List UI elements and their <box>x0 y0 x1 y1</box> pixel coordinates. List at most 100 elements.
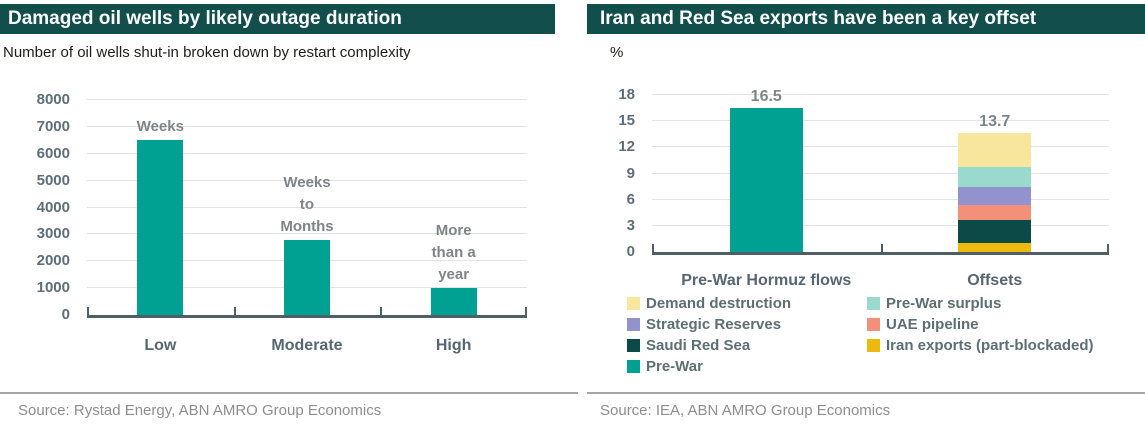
bar-total-label: 13.7 <box>979 112 1011 130</box>
legend-item-saudi-red-sea: Saudi Red Sea <box>627 336 750 354</box>
y-axis-tick-label: 8000 <box>36 91 70 108</box>
bar-segment-pre-war <box>729 108 803 252</box>
right-chart-legend: Demand destruction Strategic Reserves Saud… <box>587 0 1145 429</box>
left-chart-title: Damaged oil wells by likely outage durat… <box>8 8 402 29</box>
bar-segment-demand-destruction <box>958 132 1032 167</box>
bar-annotation-line: Months <box>280 217 334 235</box>
bar-total-label: 16.5 <box>750 88 782 106</box>
bar-annotation-line: Weeks <box>136 118 184 136</box>
y-axis-tick-label: 6 <box>626 190 635 208</box>
right-chart-canvas: 0 3 6 9 12 15 18 Pre-War Hormuz flows Offsets 16.… <box>587 0 1145 429</box>
y-axis-tick-label: 1000 <box>36 279 70 297</box>
right-chart-unit-label: % <box>610 44 624 61</box>
legend-label: Strategic Reserves <box>646 315 782 333</box>
y-axis-tick-label: 15 <box>618 112 635 130</box>
legend-swatch-demand-destruction <box>627 296 640 310</box>
bar-segment-strategic-reserves <box>958 186 1032 205</box>
x-axis-tick <box>1107 244 1109 252</box>
left-chart-subtitle: Number of oil wells shut-in broken down … <box>3 44 411 61</box>
left-footer-divider <box>0 392 578 394</box>
bar-annotation-moderate: Weeks to Months <box>232 172 382 238</box>
gridline <box>652 172 1109 174</box>
x-axis-tick <box>652 244 654 252</box>
legend-swatch-strategic-reserves <box>627 317 640 331</box>
legend-item-pre-war: Pre-War <box>627 357 703 375</box>
y-axis-tick-label: 0 <box>61 306 70 323</box>
gridline <box>87 99 527 100</box>
x-axis-tick <box>233 307 236 315</box>
x-axis-tick <box>87 307 89 315</box>
left-chart-canvas: 0 1000 2000 3000 4000 5000 6000 7000 8000 Low Mode… <box>36 91 529 354</box>
y-axis-tick-label: 2000 <box>36 252 70 270</box>
y-axis-tick-label: 18 <box>618 86 635 103</box>
bar-annotation-low: Weeks <box>85 116 235 138</box>
bar-annotation-line: than a <box>431 244 476 262</box>
y-axis-tick-label: 3 <box>626 216 635 234</box>
y-axis-tick-label: 5000 <box>36 171 70 189</box>
gridline <box>87 125 527 127</box>
gridline <box>652 198 1109 200</box>
x-axis-category-label: Offsets <box>967 272 1023 289</box>
right-chart-source: Source: IEA, ABN AMRO Group Economics <box>600 402 891 419</box>
x-axis-line <box>652 252 1109 255</box>
gridline <box>652 224 1109 226</box>
x-axis-tick <box>380 307 383 315</box>
bar-segment-pre-war-surplus <box>958 166 1032 187</box>
y-axis-tick-label: 7000 <box>36 117 70 135</box>
right-chart-title-bar: Iran and Red Sea exports have been a key… <box>587 4 1145 34</box>
bar-annotation-line: More <box>435 222 472 240</box>
legend-item-pre-war-surplus: Pre-War surplus <box>867 294 1001 312</box>
bar-annotation-line: Weeks <box>283 173 331 191</box>
legend-item-uae-pipeline: UAE pipeline <box>867 315 979 333</box>
y-axis-tick-label: 6000 <box>36 144 70 162</box>
x-axis-tick <box>525 307 527 315</box>
gridline <box>87 179 527 181</box>
legend-label: Pre-War <box>646 357 703 375</box>
legend-item-strategic-reserves: Strategic Reserves <box>627 315 781 333</box>
gridline <box>87 233 527 235</box>
legend-label: UAE pipeline <box>886 315 979 333</box>
bar-segment-iran-exports-part-blockaded <box>958 243 1032 252</box>
legend-label: Pre-War surplus <box>886 294 1002 312</box>
panel-iran-red-sea-offsets: Iran and Red Sea exports have been a key… <box>587 0 1145 429</box>
x-axis-category-label: Moderate <box>271 337 343 354</box>
legend-item-demand-destruction: Demand destruction <box>627 294 791 312</box>
legend-swatch-pre-war-surplus <box>867 296 880 310</box>
gridline <box>87 206 527 208</box>
legend-swatch-uae-pipeline <box>867 317 880 331</box>
left-chart-source: Source: Rystad Energy, ABN AMRO Group Ec… <box>18 402 382 419</box>
legend-label: Iran exports (part-blockaded) <box>886 336 1094 354</box>
legend-label: Demand destruction <box>646 294 792 312</box>
legend-swatch-saudi-red-sea <box>627 338 640 352</box>
gridline <box>652 94 1109 95</box>
legend-swatch-iran-exports-part-blockaded <box>867 338 880 352</box>
bar-segment-saudi-red-sea <box>958 219 1032 244</box>
y-axis-tick-label: 12 <box>618 138 635 156</box>
gridline <box>652 146 1109 148</box>
x-axis-tick <box>880 244 883 252</box>
y-axis-tick-label: 4000 <box>36 198 70 216</box>
x-axis-category-label: High <box>435 337 472 354</box>
bar-annotation-high: More than a year <box>379 220 529 286</box>
right-chart-title: Iran and Red Sea exports have been a key… <box>600 8 1037 29</box>
right-footer-divider <box>587 392 1145 394</box>
legend-item-iran-exports-part-blockaded: Iran exports (part-blockaded) <box>867 336 1094 354</box>
y-axis-tick-label: 9 <box>626 164 635 182</box>
bar-high <box>430 288 477 315</box>
gridline <box>652 120 1109 122</box>
legend-label: Saudi Red Sea <box>646 336 751 354</box>
bar-annotation-line: to <box>299 195 315 213</box>
x-axis-line <box>87 315 527 318</box>
bar-moderate <box>284 239 330 315</box>
x-axis-category-label: Low <box>144 337 177 354</box>
bar-segment-uae-pipeline <box>958 204 1032 220</box>
y-axis-tick-label: 0 <box>626 243 635 260</box>
bar-low <box>137 140 184 315</box>
left-chart-title-bar: Damaged oil wells by likely outage durat… <box>0 4 555 34</box>
x-axis-category-label: Pre-War Hormuz flows <box>681 272 852 289</box>
legend-swatch-pre-war <box>627 359 640 373</box>
bar-annotation-line: year <box>438 266 470 284</box>
gridline <box>87 152 527 154</box>
panel-damaged-oil-wells: Damaged oil wells by likely outage durat… <box>0 4 578 419</box>
